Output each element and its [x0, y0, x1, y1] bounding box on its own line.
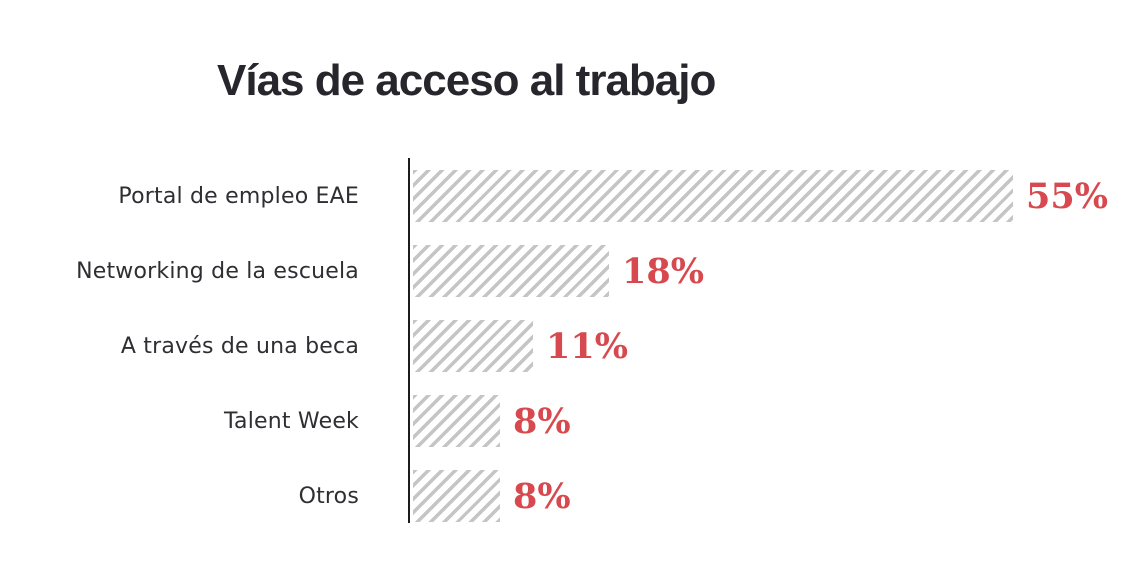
bar-value-label: 8% — [513, 475, 571, 517]
category-label: Otros — [298, 483, 359, 509]
bar-value-label: 8% — [513, 400, 571, 442]
chart-row: Talent Week 8% — [0, 395, 1144, 447]
bar-value-label: 18% — [622, 250, 704, 292]
hatched-bar — [413, 170, 1013, 222]
hatched-bar — [413, 320, 533, 372]
category-label: A través de una beca — [120, 333, 359, 359]
bar-value-label: 11% — [546, 325, 628, 367]
hatched-bar — [413, 470, 500, 522]
chart-title: Vías de acceso al trabajo — [217, 56, 716, 105]
bar-rows: Portal de empleo EAE 55% Networking de la … — [0, 170, 1144, 545]
category-label: Networking de la escuela — [76, 258, 359, 284]
chart-row: Otros 8% — [0, 470, 1144, 522]
category-label: Portal de empleo EAE — [118, 183, 359, 209]
y-axis-line — [408, 158, 410, 523]
bar-value-label: 55% — [1026, 175, 1108, 217]
chart-row: Portal de empleo EAE 55% — [0, 170, 1144, 222]
hatched-bar — [413, 245, 609, 297]
chart-row: A través de una beca 11% — [0, 320, 1144, 372]
chart-row: Networking de la escuela 18% — [0, 245, 1144, 297]
hatched-bar — [413, 395, 500, 447]
category-label: Talent Week — [224, 408, 359, 434]
